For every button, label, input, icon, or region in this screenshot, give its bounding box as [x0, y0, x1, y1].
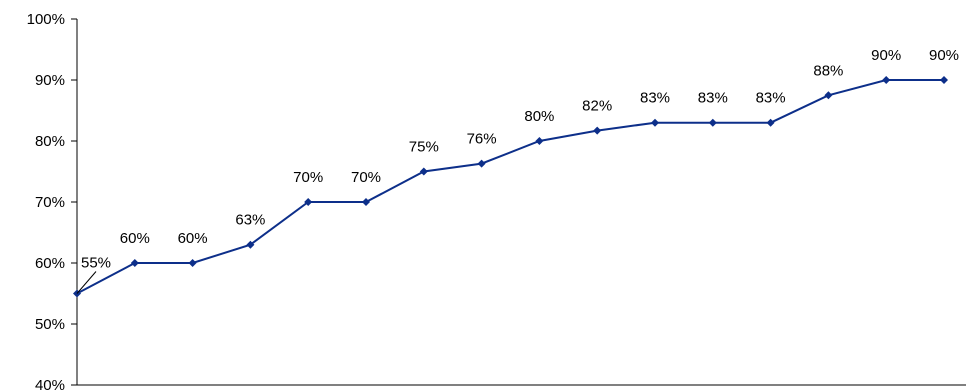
data-label: 80%: [524, 108, 554, 125]
data-label: 83%: [698, 90, 728, 107]
data-point: [188, 259, 197, 267]
y-axis: 100% 90% 80% 70% 60% 50% 40%: [27, 11, 78, 390]
data-point: [940, 76, 948, 84]
data-label: 55%: [81, 255, 111, 272]
y-tick-label: 90%: [35, 72, 65, 89]
data-point: [824, 91, 833, 100]
data-label-leader-line: [76, 271, 97, 294]
data-point: [593, 126, 602, 135]
y-tick-label: 100%: [27, 11, 65, 28]
data-point: [304, 198, 313, 206]
y-tick-label: 70%: [35, 194, 65, 211]
y-tick-label: 50%: [35, 316, 65, 333]
data-point: [419, 167, 428, 176]
data-label: 76%: [467, 131, 497, 148]
data-label: 82%: [582, 98, 612, 115]
data-label: 90%: [929, 47, 959, 64]
data-label: 83%: [756, 90, 786, 107]
data-point: [130, 259, 139, 267]
series-line-group: [73, 76, 948, 298]
data-point: [477, 159, 486, 168]
data-label: 83%: [640, 90, 670, 107]
data-point: [766, 118, 775, 127]
data-labels-group: 55% 60% 60% 63% 70% 70% 75% 76% 80% 82% 83% 83% 83% 8…: [76, 47, 959, 294]
data-point: [362, 198, 370, 206]
y-tick-label: 80%: [35, 133, 65, 150]
data-point: [535, 137, 544, 145]
data-point: [651, 118, 659, 127]
y-tick-label: 60%: [35, 255, 65, 272]
data-label: 70%: [351, 169, 381, 186]
data-label: 75%: [409, 139, 439, 156]
data-label: 70%: [293, 169, 323, 186]
data-label: 88%: [813, 62, 843, 79]
data-label: 60%: [178, 230, 208, 247]
y-tick-label: 40%: [35, 377, 65, 390]
data-label: 63%: [235, 212, 265, 229]
series-line: [76, 79, 944, 295]
data-label: 90%: [871, 47, 901, 64]
data-label: 60%: [120, 230, 150, 247]
data-point: [882, 76, 891, 84]
data-point: [246, 240, 255, 249]
data-point: [708, 118, 717, 127]
